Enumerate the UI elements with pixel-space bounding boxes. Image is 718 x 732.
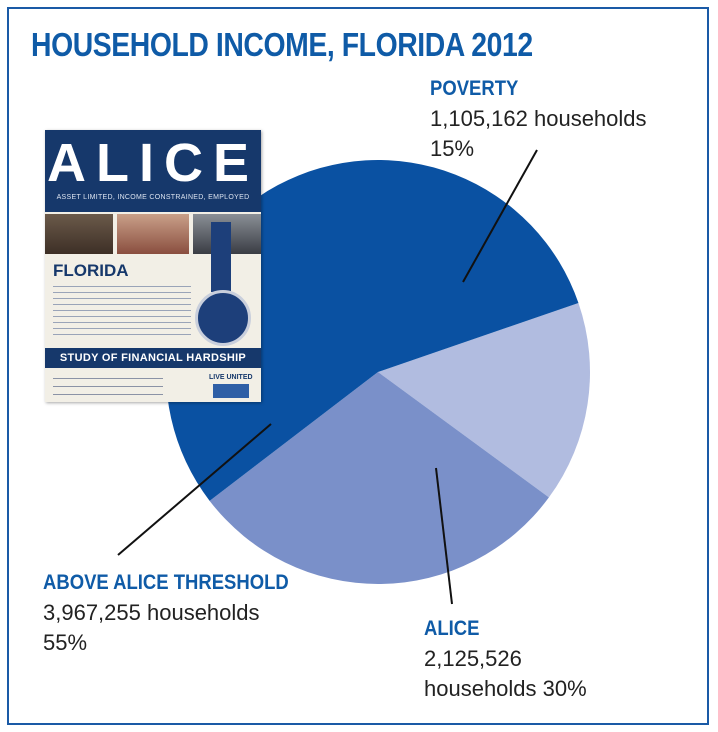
label-above-alice-name: ABOVE ALICE THRESHOLD [43, 571, 289, 594]
cover-header [45, 130, 261, 212]
label-above-alice-households: 3,967,255 households [43, 600, 260, 625]
cover-subtitle: ASSET LIMITED, INCOME CONSTRAINED, EMPLO… [56, 194, 250, 201]
cover-band: STUDY OF FINANCIAL HARDSHIP [45, 348, 261, 368]
cover-text-lines [53, 283, 191, 335]
label-above-alice: ABOVE ALICE THRESHOLD 3,967,255 househol… [43, 568, 322, 658]
pie-slice-above-alice-threshold [166, 160, 579, 501]
cover-state: FLORIDA [53, 261, 129, 280]
chart-title: HOUSEHOLD INCOME, FLORIDA 2012 [31, 26, 533, 63]
label-alice-name: ALICE [424, 617, 480, 640]
label-poverty: POVERTY 1,105,162 households 15% [430, 74, 647, 164]
leader-line-alice [435, 467, 453, 605]
label-alice: ALICE 2,125,526 households 30% [424, 614, 587, 704]
cover-title: ALICE [47, 133, 259, 193]
cover-photo-person-1 [45, 214, 113, 254]
leader-line-above-alice-threshold [117, 423, 272, 556]
label-poverty-households: 1,105,162 households [430, 106, 647, 131]
label-poverty-name: POVERTY [430, 77, 519, 100]
pie-slice-alice [209, 372, 549, 584]
united-way-logo-icon [213, 384, 249, 398]
cover-brand: LIVE UNITED [209, 374, 253, 381]
pie-slice-poverty [378, 302, 590, 498]
label-alice-households: 2,125,526 [424, 646, 522, 671]
report-cover-image: ALICE ASSET LIMITED, INCOME CONSTRAINED,… [45, 130, 261, 402]
label-alice-percent: households 30% [424, 676, 587, 701]
cover-ribbon [211, 222, 231, 292]
label-poverty-percent: 15% [430, 136, 475, 161]
cover-footer-text [53, 374, 163, 396]
leader-line-poverty [462, 149, 538, 283]
florida-seal-icon [195, 290, 251, 346]
label-above-alice-percent: 55% [43, 630, 88, 655]
cover-photo-person-2 [117, 214, 189, 254]
